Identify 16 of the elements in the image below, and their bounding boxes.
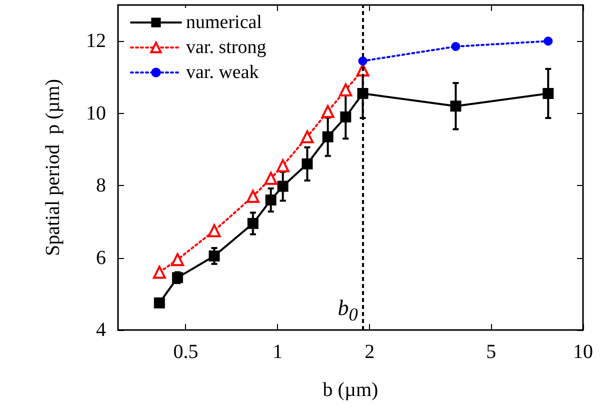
- x-tick-label: 5: [486, 341, 496, 363]
- y-axis-title: Spatial period p (µm): [42, 78, 64, 256]
- x-tick-label: 1: [272, 341, 283, 363]
- x-tick-label: 10: [573, 341, 593, 363]
- legend-label: var. weak: [186, 62, 260, 83]
- y-tick-label: 12: [86, 30, 106, 52]
- y-tick-label: 10: [86, 102, 106, 124]
- legend-label: numerical: [186, 12, 262, 33]
- x-tick-label: 2: [364, 341, 375, 363]
- legend-label: var. strong: [186, 37, 267, 58]
- y-tick-label: 6: [96, 246, 106, 269]
- x-axis-title: b (µm): [322, 379, 378, 401]
- ref-line-label: b$_{0}$: [338, 295, 358, 324]
- y-tick-label: 4: [96, 319, 106, 341]
- y-tick-label: 8: [96, 174, 106, 197]
- x-tick-label: 0.5: [173, 341, 198, 363]
